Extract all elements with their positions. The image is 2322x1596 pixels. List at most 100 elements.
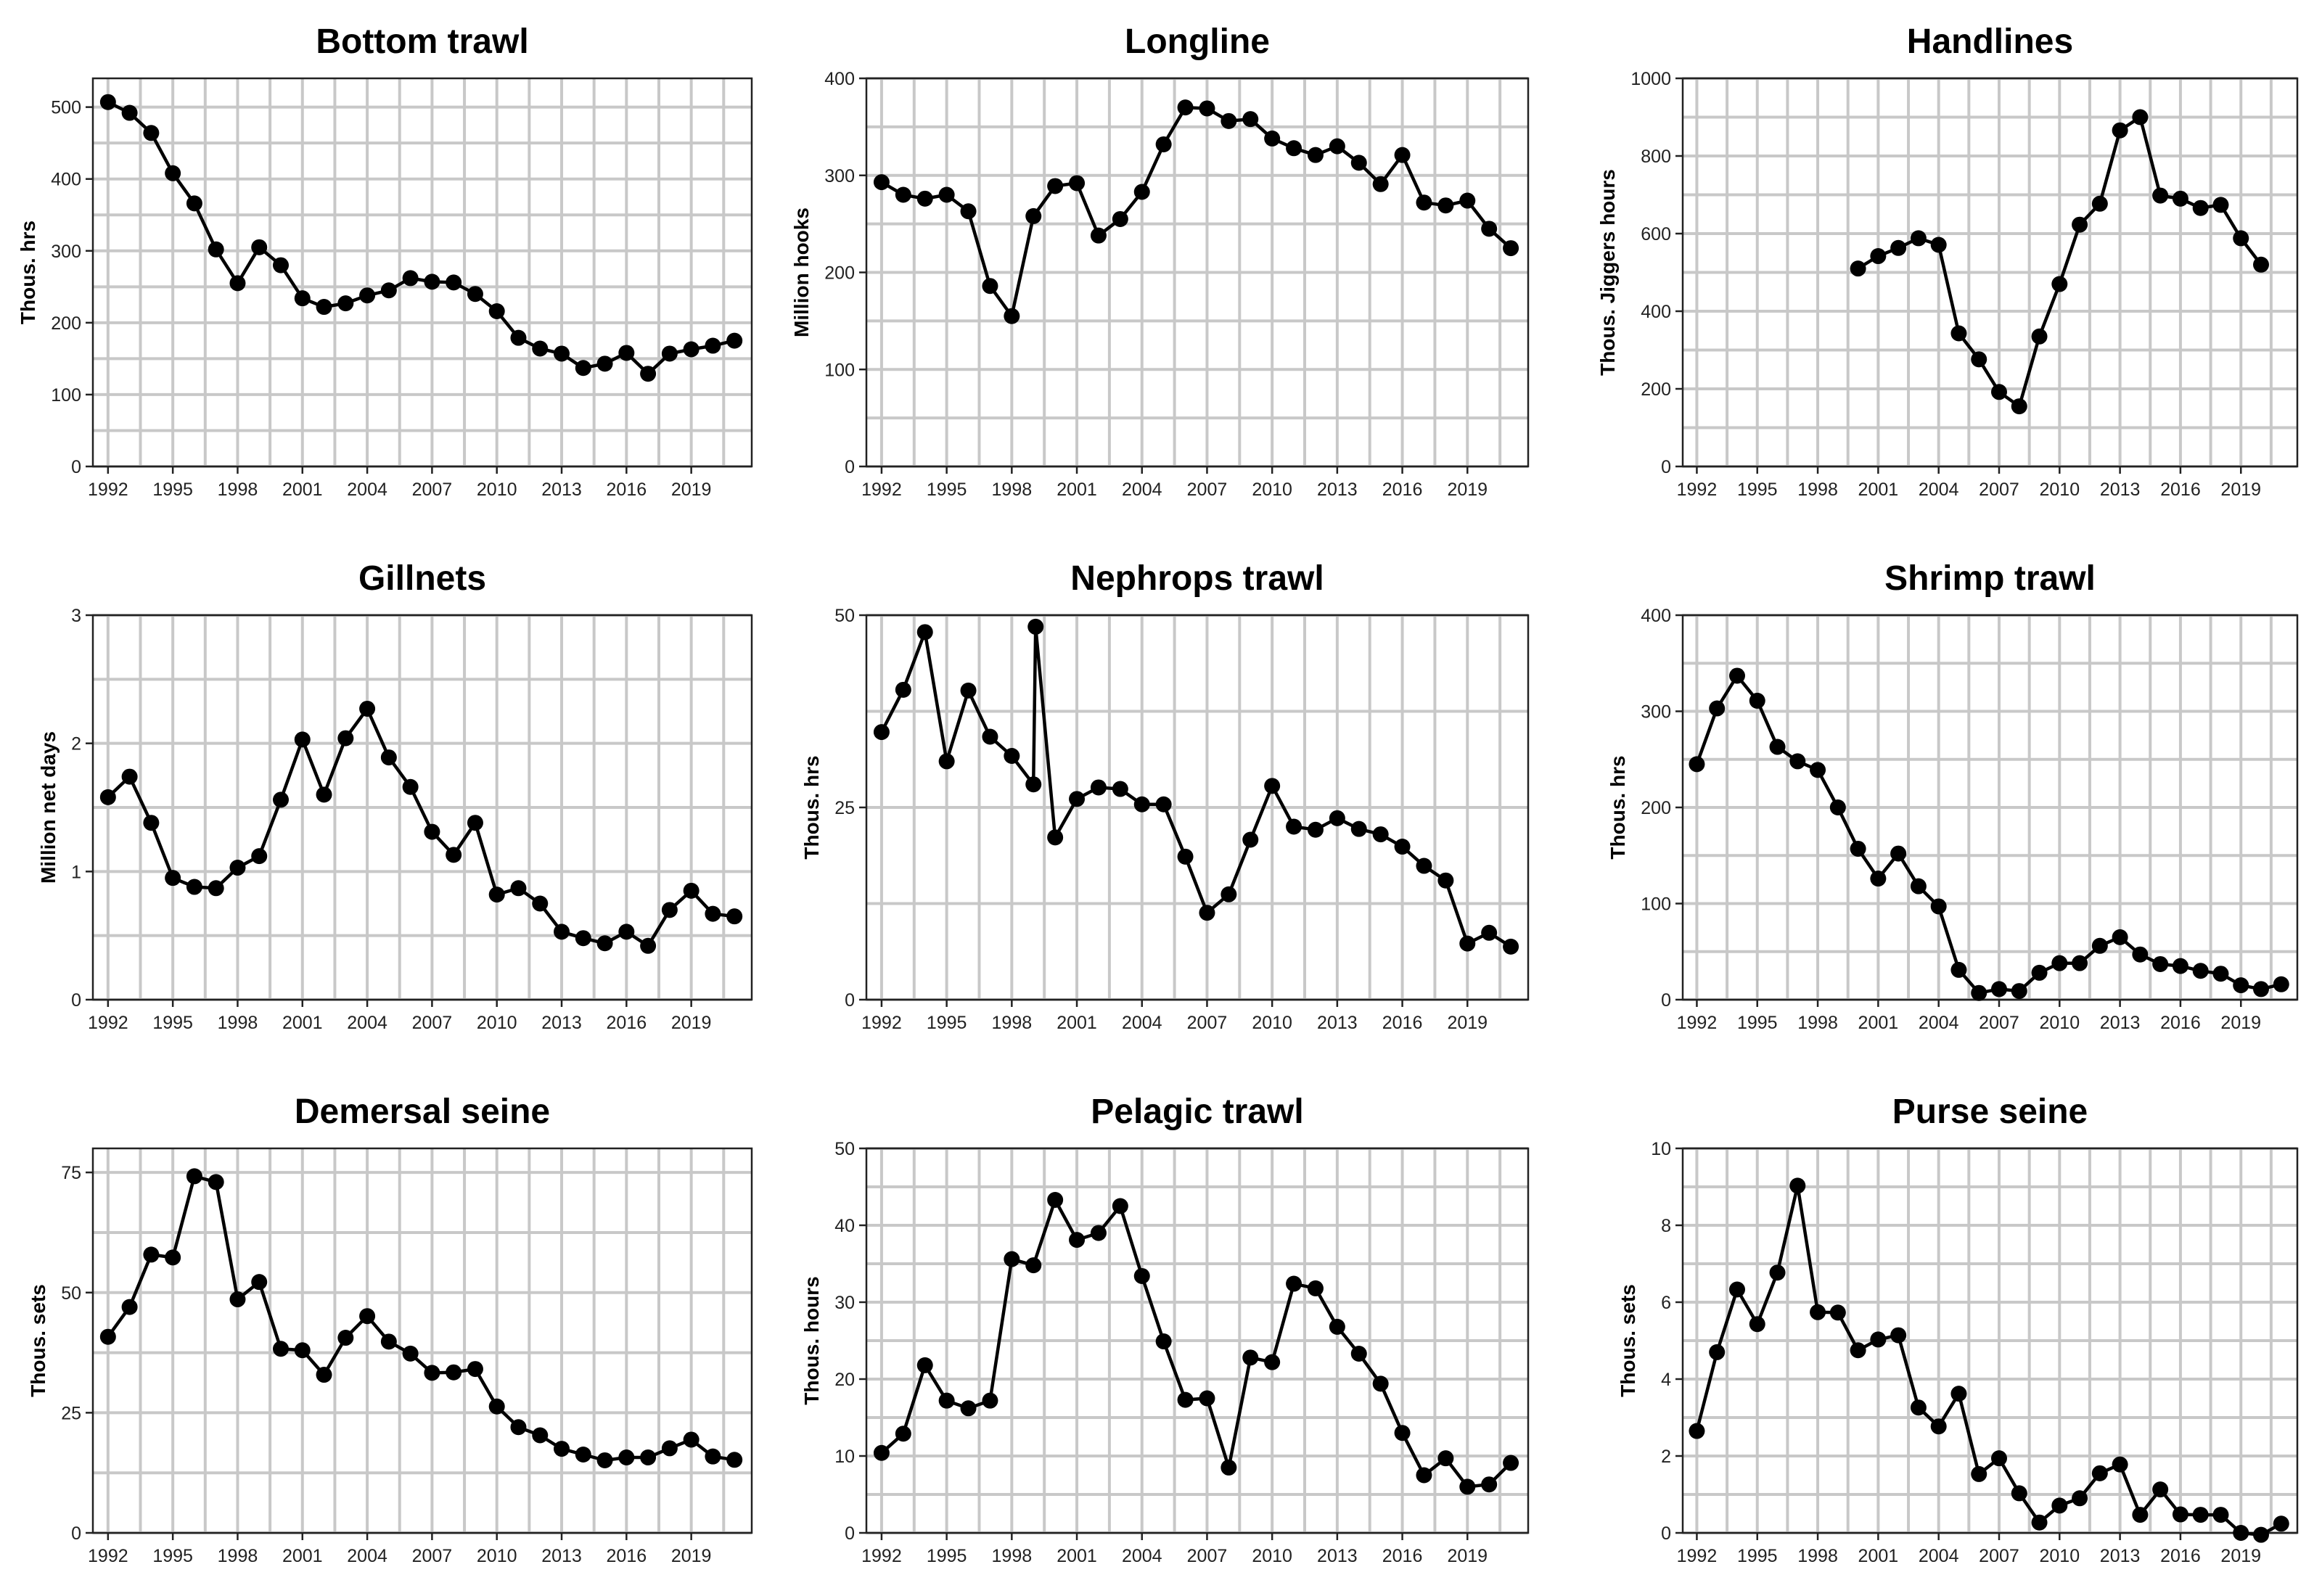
data-point [1242, 831, 1259, 848]
x-tick-label: 1998 [992, 1013, 1033, 1033]
data-point [1133, 184, 1150, 200]
data-point [1133, 796, 1150, 813]
data-point [1177, 1391, 1194, 1408]
data-point [2011, 1485, 2027, 1502]
data-point [1728, 1281, 1745, 1298]
data-point [2091, 937, 2108, 954]
data-point [1329, 138, 1345, 155]
data-point [554, 1441, 570, 1457]
data-point [1199, 1390, 1215, 1407]
data-point [1930, 1418, 1947, 1435]
data-point [1810, 762, 1826, 778]
data-point [1990, 981, 2007, 998]
data-point [2031, 964, 2048, 981]
x-tick-label: 2001 [282, 1546, 323, 1566]
y-tick-label: 200 [1641, 379, 1671, 400]
data-point [1372, 1375, 1389, 1392]
data-point [1416, 1467, 1432, 1484]
data-point [99, 1328, 116, 1345]
data-point [618, 924, 635, 940]
x-tick-label: 2004 [1122, 1546, 1162, 1566]
x-tick-label: 2010 [477, 1013, 517, 1033]
data-point [1286, 1275, 1302, 1292]
data-point [705, 905, 721, 922]
data-point [2152, 187, 2169, 204]
data-point [575, 930, 591, 947]
data-point [661, 345, 678, 362]
data-point [895, 681, 911, 698]
x-tick-label: 1998 [992, 480, 1033, 500]
y-tick-label: 400 [824, 69, 855, 89]
y-tick-label: 0 [71, 457, 81, 477]
y-tick-label: 1 [71, 862, 81, 882]
data-point [1459, 192, 1476, 209]
x-tick-label: 2007 [1187, 480, 1228, 500]
x-tick-label: 2004 [1919, 1546, 1959, 1566]
data-point [618, 345, 635, 361]
data-point [1789, 753, 1806, 770]
x-tick-label: 1998 [1797, 1013, 1838, 1033]
panel-border [865, 1147, 1530, 1534]
data-point [1199, 905, 1215, 921]
x-tick-label: 2016 [1382, 1546, 1423, 1566]
data-point [2253, 1526, 2270, 1543]
data-point [294, 1342, 311, 1359]
chart-panel: 1992 1995 1998 2001 2004 2007 2010 2013 2016 2019… [1596, 22, 2299, 500]
x-tick-label: 2013 [1317, 480, 1358, 500]
data-point [99, 789, 116, 805]
data-point [873, 174, 890, 191]
y-tick-label: 100 [1641, 894, 1671, 915]
y-tick-label: 30 [834, 1293, 855, 1313]
data-point [2011, 398, 2027, 415]
data-point [424, 273, 440, 290]
data-point [938, 186, 955, 203]
data-point [1394, 839, 1411, 855]
data-point [1004, 747, 1020, 764]
data-point [960, 203, 977, 220]
data-point [1689, 756, 1705, 773]
data-point [1177, 99, 1194, 116]
data-point [229, 860, 246, 876]
data-point [1221, 1459, 1237, 1476]
y-tick-label: 400 [1641, 302, 1671, 322]
data-point [532, 340, 549, 357]
y-axis-label: Million net days [37, 731, 60, 884]
data-point [575, 360, 591, 377]
data-point [143, 1246, 160, 1263]
x-tick-label: 2016 [607, 480, 647, 500]
data-point [1090, 227, 1107, 244]
data-point [510, 1419, 527, 1436]
data-point [1459, 935, 1476, 952]
data-point [575, 1447, 591, 1463]
data-point [1004, 1251, 1020, 1267]
panel-title: Nephrops trawl [1070, 559, 1324, 598]
data-point [208, 241, 224, 258]
y-tick-label: 6 [1661, 1293, 1671, 1313]
data-point [1789, 1177, 1806, 1194]
data-point [1870, 1331, 1887, 1348]
panel-title: Gillnets [358, 559, 486, 598]
y-axis-label: Thous. Jiggers hours [1596, 169, 1619, 376]
data-point [424, 823, 440, 840]
data-point [1990, 384, 2007, 400]
data-point [446, 1364, 462, 1381]
plot-background [93, 1148, 752, 1533]
x-tick-label: 2004 [347, 1013, 387, 1033]
panel-border [91, 77, 753, 468]
data-point [1728, 667, 1745, 684]
chart-panel: 1992 1995 1998 2001 2004 2007 2010 2013 2016 2019… [37, 559, 753, 1033]
data-point [683, 882, 700, 899]
x-tick-label: 2013 [1317, 1013, 1358, 1033]
data-point [510, 329, 527, 346]
data-point [1709, 1344, 1726, 1360]
x-tick-label: 2007 [1979, 1013, 2019, 1033]
data-point [2072, 1490, 2088, 1507]
y-axis-label: Thous. sets [1617, 1284, 1639, 1397]
data-point [359, 700, 376, 717]
x-tick-label: 2013 [541, 480, 582, 500]
data-point [251, 848, 268, 865]
data-point [2031, 328, 2048, 345]
data-point [1199, 100, 1215, 117]
data-point [1372, 176, 1389, 192]
